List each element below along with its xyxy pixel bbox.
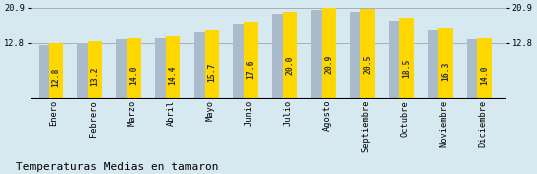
Bar bbox=[350, 12, 365, 98]
Text: 13.2: 13.2 bbox=[91, 67, 99, 86]
Text: 12.8: 12.8 bbox=[52, 68, 61, 87]
Bar bbox=[49, 43, 63, 98]
Bar bbox=[39, 45, 53, 98]
Bar bbox=[244, 22, 258, 98]
Bar bbox=[127, 38, 141, 98]
Bar bbox=[311, 10, 326, 98]
Text: 17.6: 17.6 bbox=[246, 60, 256, 79]
Bar bbox=[282, 12, 297, 98]
Bar bbox=[477, 38, 492, 98]
Text: 16.3: 16.3 bbox=[441, 62, 451, 81]
Bar bbox=[77, 43, 92, 98]
Bar bbox=[389, 21, 404, 98]
Bar bbox=[155, 38, 170, 98]
Bar bbox=[165, 36, 180, 98]
Text: 14.0: 14.0 bbox=[129, 66, 139, 85]
Text: 20.9: 20.9 bbox=[324, 54, 333, 74]
Text: Temperaturas Medias en tamaron: Temperaturas Medias en tamaron bbox=[16, 162, 219, 172]
Text: 14.4: 14.4 bbox=[169, 65, 178, 85]
Bar bbox=[205, 30, 220, 98]
Bar bbox=[438, 28, 453, 98]
Bar bbox=[429, 30, 443, 98]
Bar bbox=[360, 9, 375, 98]
Bar bbox=[467, 39, 482, 98]
Text: 20.0: 20.0 bbox=[286, 56, 294, 75]
Bar bbox=[194, 32, 209, 98]
Text: 14.0: 14.0 bbox=[480, 66, 489, 85]
Bar bbox=[234, 24, 248, 98]
Text: 15.7: 15.7 bbox=[207, 63, 216, 82]
Bar bbox=[400, 18, 414, 98]
Text: 20.5: 20.5 bbox=[364, 55, 372, 74]
Bar bbox=[322, 8, 336, 98]
Bar bbox=[272, 14, 287, 98]
Bar bbox=[88, 41, 103, 98]
Bar bbox=[117, 39, 131, 98]
Text: 18.5: 18.5 bbox=[402, 58, 411, 78]
